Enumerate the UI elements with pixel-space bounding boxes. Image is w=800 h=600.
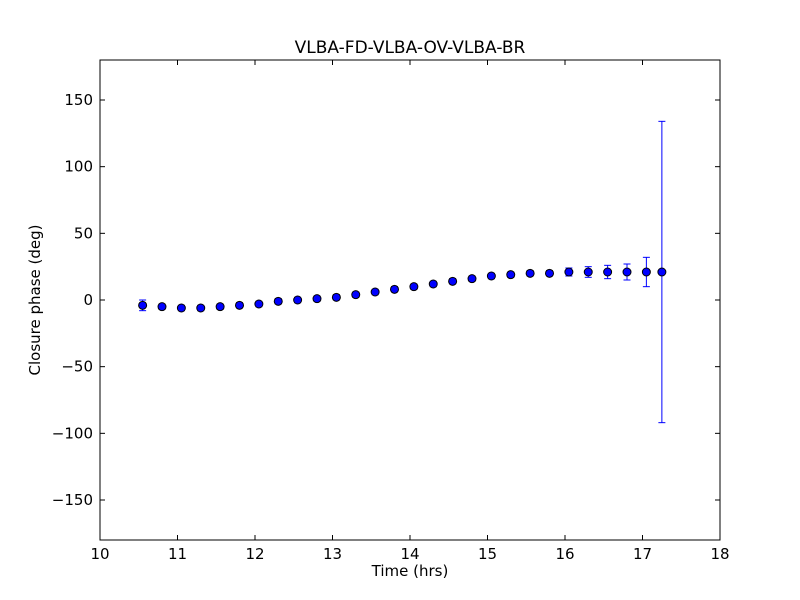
data-point <box>622 267 632 277</box>
y-axis-label: Closure phase (deg) <box>26 225 44 376</box>
data-point <box>525 268 535 278</box>
data-points <box>138 267 667 313</box>
x-tick-label: 14 <box>400 545 419 563</box>
x-tick-label: 13 <box>323 545 342 563</box>
y-tick-label: −50 <box>61 358 93 376</box>
y-tick-label: 0 <box>83 291 93 309</box>
data-point <box>273 296 283 306</box>
data-point <box>486 271 496 281</box>
data-point <box>176 303 186 313</box>
y-tick-label: 150 <box>64 91 93 109</box>
data-point <box>467 274 477 284</box>
plot-frame <box>99 59 721 541</box>
data-point <box>157 302 167 312</box>
y-axis: −150 −100 −50 0 50 100 150 <box>52 91 720 509</box>
x-tick-label: 10 <box>90 545 109 563</box>
y-tick-label: 100 <box>64 158 93 176</box>
x-axis-label: Time (hrs) <box>371 562 449 580</box>
x-tick-label: 17 <box>633 545 652 563</box>
data-point <box>331 292 341 302</box>
data-point <box>254 299 264 309</box>
data-point <box>196 303 206 313</box>
data-point <box>545 268 554 278</box>
data-point <box>138 300 148 310</box>
data-point <box>235 300 244 310</box>
data-point <box>428 279 438 289</box>
x-tick-label: 11 <box>168 545 187 563</box>
x-tick-label: 12 <box>245 545 264 563</box>
data-point <box>657 267 667 277</box>
data-point <box>312 294 322 304</box>
x-tick-label: 18 <box>710 545 729 563</box>
data-point <box>351 290 361 300</box>
x-axis: 10 11 12 13 14 15 16 17 18 <box>90 60 730 563</box>
data-point <box>409 282 419 292</box>
data-point <box>506 270 516 280</box>
data-point <box>448 276 458 286</box>
x-tick-label: 15 <box>478 545 497 563</box>
data-point <box>390 284 399 294</box>
chart-title: VLBA-FD-VLBA-OV-VLBA-BR <box>295 38 526 58</box>
data-point <box>564 267 574 277</box>
data-point <box>583 267 593 277</box>
data-point <box>370 287 380 297</box>
y-tick-label: −150 <box>52 491 93 509</box>
y-tick-label: −100 <box>52 424 93 442</box>
data-point <box>293 295 303 305</box>
x-tick-label: 16 <box>555 545 574 563</box>
y-tick-label: 50 <box>74 224 93 242</box>
data-point <box>641 267 651 277</box>
data-point <box>603 267 613 277</box>
data-point <box>215 302 225 312</box>
